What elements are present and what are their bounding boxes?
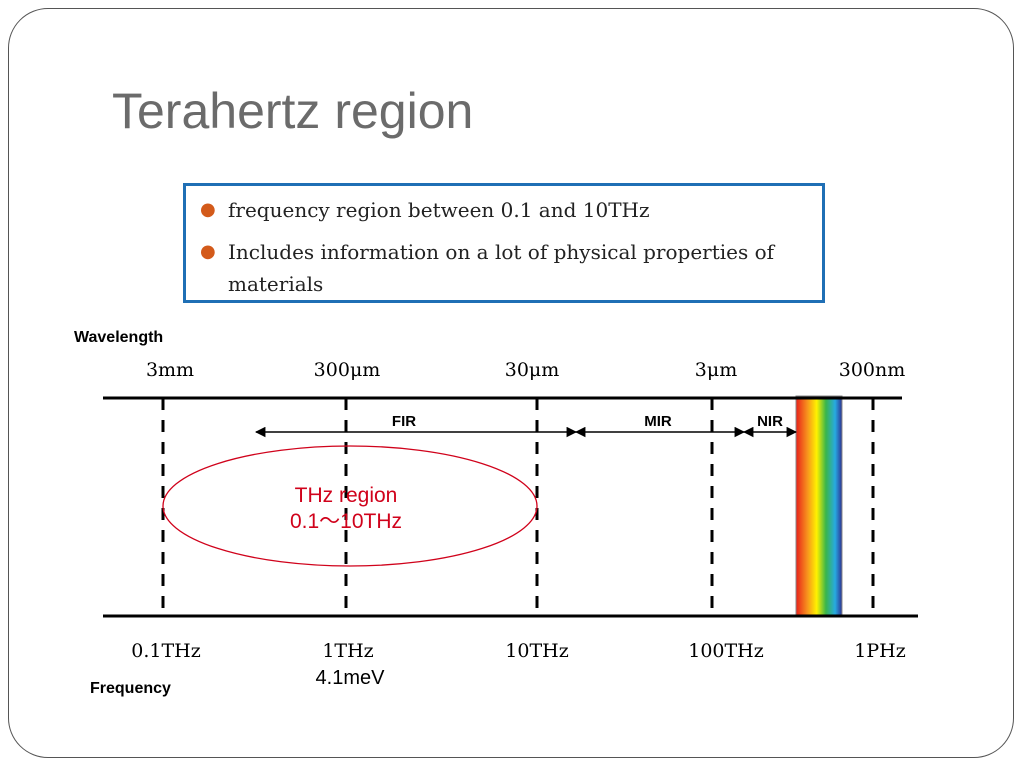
thz-region-range: 0.1～10THz bbox=[289, 510, 403, 533]
thz-region-title: THz region bbox=[294, 484, 398, 507]
frequency-tick-label: 100THz bbox=[688, 640, 764, 662]
energy-note: 4.1meV bbox=[315, 667, 385, 689]
frequency-tick-label: 10THz bbox=[505, 640, 569, 662]
slide-frame bbox=[8, 8, 1014, 758]
bullet-text: Includes information on a lot of physica… bbox=[228, 240, 775, 296]
slide-title: Terahertz region bbox=[112, 83, 474, 139]
band-label-mir: MIR bbox=[644, 413, 672, 430]
frequency-tick-label: 0.1THz bbox=[131, 640, 201, 662]
frequency-axis-label: Frequency bbox=[90, 680, 171, 697]
bullet-text: frequency region between 0.1 and 10THz bbox=[228, 198, 650, 222]
wavelength-axis-label: Wavelength bbox=[74, 329, 164, 346]
wavelength-tick-label: 3mm bbox=[145, 359, 195, 381]
band-label-nir: NIR bbox=[757, 413, 783, 430]
thz-region-label: THz region 0.1～10THz bbox=[290, 483, 402, 535]
wavelength-tick-label: 30μm bbox=[504, 359, 560, 381]
bullet-box: ● frequency region between 0.1 and 10THz… bbox=[183, 183, 825, 303]
bullet-dot-icon: ● bbox=[200, 241, 216, 262]
wavelength-tick-label: 3μm bbox=[694, 359, 738, 381]
wavelength-tick-label: 300μm bbox=[313, 359, 381, 381]
thz-region-ellipse bbox=[162, 445, 538, 567]
frequency-tick-label: 1THz bbox=[322, 640, 374, 662]
frequency-tick-label: 1PHz bbox=[854, 640, 906, 662]
bullet-dot-icon: ● bbox=[200, 199, 216, 220]
visible-spectrum-bar bbox=[795, 395, 843, 617]
band-label-fir: FIR bbox=[391, 413, 417, 430]
wavelength-tick-label: 300nm bbox=[838, 359, 906, 381]
